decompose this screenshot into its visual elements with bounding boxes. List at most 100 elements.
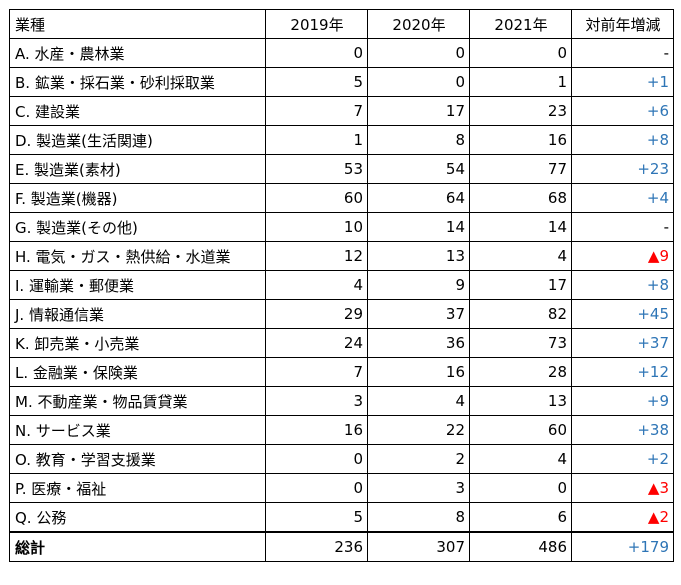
row-category: L. 金融業・保険業 [9, 357, 266, 387]
row-2019: 0 [265, 473, 368, 503]
row-2019: 5 [265, 67, 368, 97]
industry-table: 業種 2019年 2020年 2021年 対前年増減 A. 水産・農林業 0 0 0-… [9, 9, 674, 562]
row-category: A. 水産・農林業 [9, 38, 266, 68]
row-2020: 8 [367, 125, 470, 155]
row-2021: 68 [469, 183, 572, 213]
row-category: E. 製造業(素材) [9, 154, 266, 184]
row-2020: 0 [367, 67, 470, 97]
row-2020: 14 [367, 212, 470, 242]
row-2020: 4 [367, 386, 470, 416]
row-change: +23 [571, 154, 674, 184]
header-2021: 2021年 [469, 9, 572, 39]
row-change: ▲9 [571, 241, 674, 271]
table-row: G. 製造業(その他) 10 14 14- [9, 212, 674, 242]
row-change: +8 [571, 270, 674, 300]
row-2019: 53 [265, 154, 368, 184]
row-2020: 9 [367, 270, 470, 300]
header-2020: 2020年 [367, 9, 470, 39]
table-body: A. 水産・農林業 0 0 0- B. 鉱業・採石業・砂利採取業 5 0 1 +1 C. 建設業 7… [9, 38, 674, 533]
row-2021: 23 [469, 96, 572, 126]
table-row: B. 鉱業・採石業・砂利採取業 5 0 1 +1 [9, 67, 674, 97]
row-2020: 2 [367, 444, 470, 474]
row-2019: 5 [265, 502, 368, 533]
row-change: +38 [571, 415, 674, 445]
row-2021: 82 [469, 299, 572, 329]
row-2019: 1 [265, 125, 368, 155]
total-2019: 236 [265, 531, 368, 562]
table-row: J. 情報通信業 29 37 82 +45 [9, 299, 674, 329]
row-2021: 14 [469, 212, 572, 242]
row-2019: 24 [265, 328, 368, 358]
table-row: K. 卸売業・小売業 24 36 73 +37 [9, 328, 674, 358]
table-row: P. 医療・福祉 0 3 0 ▲3 [9, 473, 674, 503]
row-2021: 4 [469, 241, 572, 271]
table-row: C. 建設業 7 17 23 +6 [9, 96, 674, 126]
header-change: 対前年増減 [571, 9, 674, 39]
row-category: M. 不動産業・物品賃貸業 [9, 386, 266, 416]
row-2019: 29 [265, 299, 368, 329]
row-category: N. サービス業 [9, 415, 266, 445]
row-2019: 0 [265, 38, 368, 68]
row-2019: 7 [265, 357, 368, 387]
row-2020: 22 [367, 415, 470, 445]
row-2019: 0 [265, 444, 368, 474]
row-category: Q. 公務 [9, 502, 266, 533]
row-2021: 13 [469, 386, 572, 416]
row-category: C. 建設業 [9, 96, 266, 126]
table-row: M. 不動産業・物品賃貸業 3 4 13 +9 [9, 386, 674, 416]
table-row: D. 製造業(生活関連) 1 8 16 +8 [9, 125, 674, 155]
row-category: I. 運輸業・郵便業 [9, 270, 266, 300]
row-2021: 77 [469, 154, 572, 184]
row-change: +1 [571, 67, 674, 97]
row-change: +9 [571, 386, 674, 416]
row-category: J. 情報通信業 [9, 299, 266, 329]
row-2021: 0 [469, 473, 572, 503]
row-2020: 37 [367, 299, 470, 329]
row-2019: 4 [265, 270, 368, 300]
row-change: - [571, 38, 674, 68]
row-2021: 4 [469, 444, 572, 474]
row-change: +6 [571, 96, 674, 126]
table-row: O. 教育・学習支援業 0 2 4 +2 [9, 444, 674, 474]
row-2020: 0 [367, 38, 470, 68]
row-2021: 6 [469, 502, 572, 533]
row-2019: 7 [265, 96, 368, 126]
row-2019: 3 [265, 386, 368, 416]
row-2021: 17 [469, 270, 572, 300]
total-row: 総計 236 307 486 +179 [9, 531, 674, 562]
header-row: 業種 2019年 2020年 2021年 対前年増減 [9, 9, 674, 39]
table-row: L. 金融業・保険業 7 16 28 +12 [9, 357, 674, 387]
row-2021: 0 [469, 38, 572, 68]
total-change: +179 [571, 531, 674, 562]
total-2021: 486 [469, 531, 572, 562]
row-2020: 3 [367, 473, 470, 503]
row-change: +4 [571, 183, 674, 213]
row-category: O. 教育・学習支援業 [9, 444, 266, 474]
table-row: I. 運輸業・郵便業 4 9 17 +8 [9, 270, 674, 300]
row-change: ▲3 [571, 473, 674, 503]
row-2021: 73 [469, 328, 572, 358]
row-2019: 16 [265, 415, 368, 445]
table-row: H. 電気・ガス・熱供給・水道業 12 13 4 ▲9 [9, 241, 674, 271]
row-change: +2 [571, 444, 674, 474]
row-change: - [571, 212, 674, 242]
table-row: N. サービス業 16 22 60 +38 [9, 415, 674, 445]
row-change: +45 [571, 299, 674, 329]
table-row: A. 水産・農林業 0 0 0- [9, 38, 674, 68]
row-2020: 16 [367, 357, 470, 387]
row-change: +12 [571, 357, 674, 387]
row-category: K. 卸売業・小売業 [9, 328, 266, 358]
row-change: ▲2 [571, 502, 674, 533]
total-2020: 307 [367, 531, 470, 562]
row-2020: 64 [367, 183, 470, 213]
row-category: B. 鉱業・採石業・砂利採取業 [9, 67, 266, 97]
header-2019: 2019年 [265, 9, 368, 39]
table-row: E. 製造業(素材) 53 54 77 +23 [9, 154, 674, 184]
row-2020: 36 [367, 328, 470, 358]
table-row: F. 製造業(機器) 60 64 68 +4 [9, 183, 674, 213]
row-2020: 17 [367, 96, 470, 126]
row-change: +37 [571, 328, 674, 358]
row-change: +8 [571, 125, 674, 155]
total-label: 総計 [9, 531, 266, 562]
row-2021: 1 [469, 67, 572, 97]
